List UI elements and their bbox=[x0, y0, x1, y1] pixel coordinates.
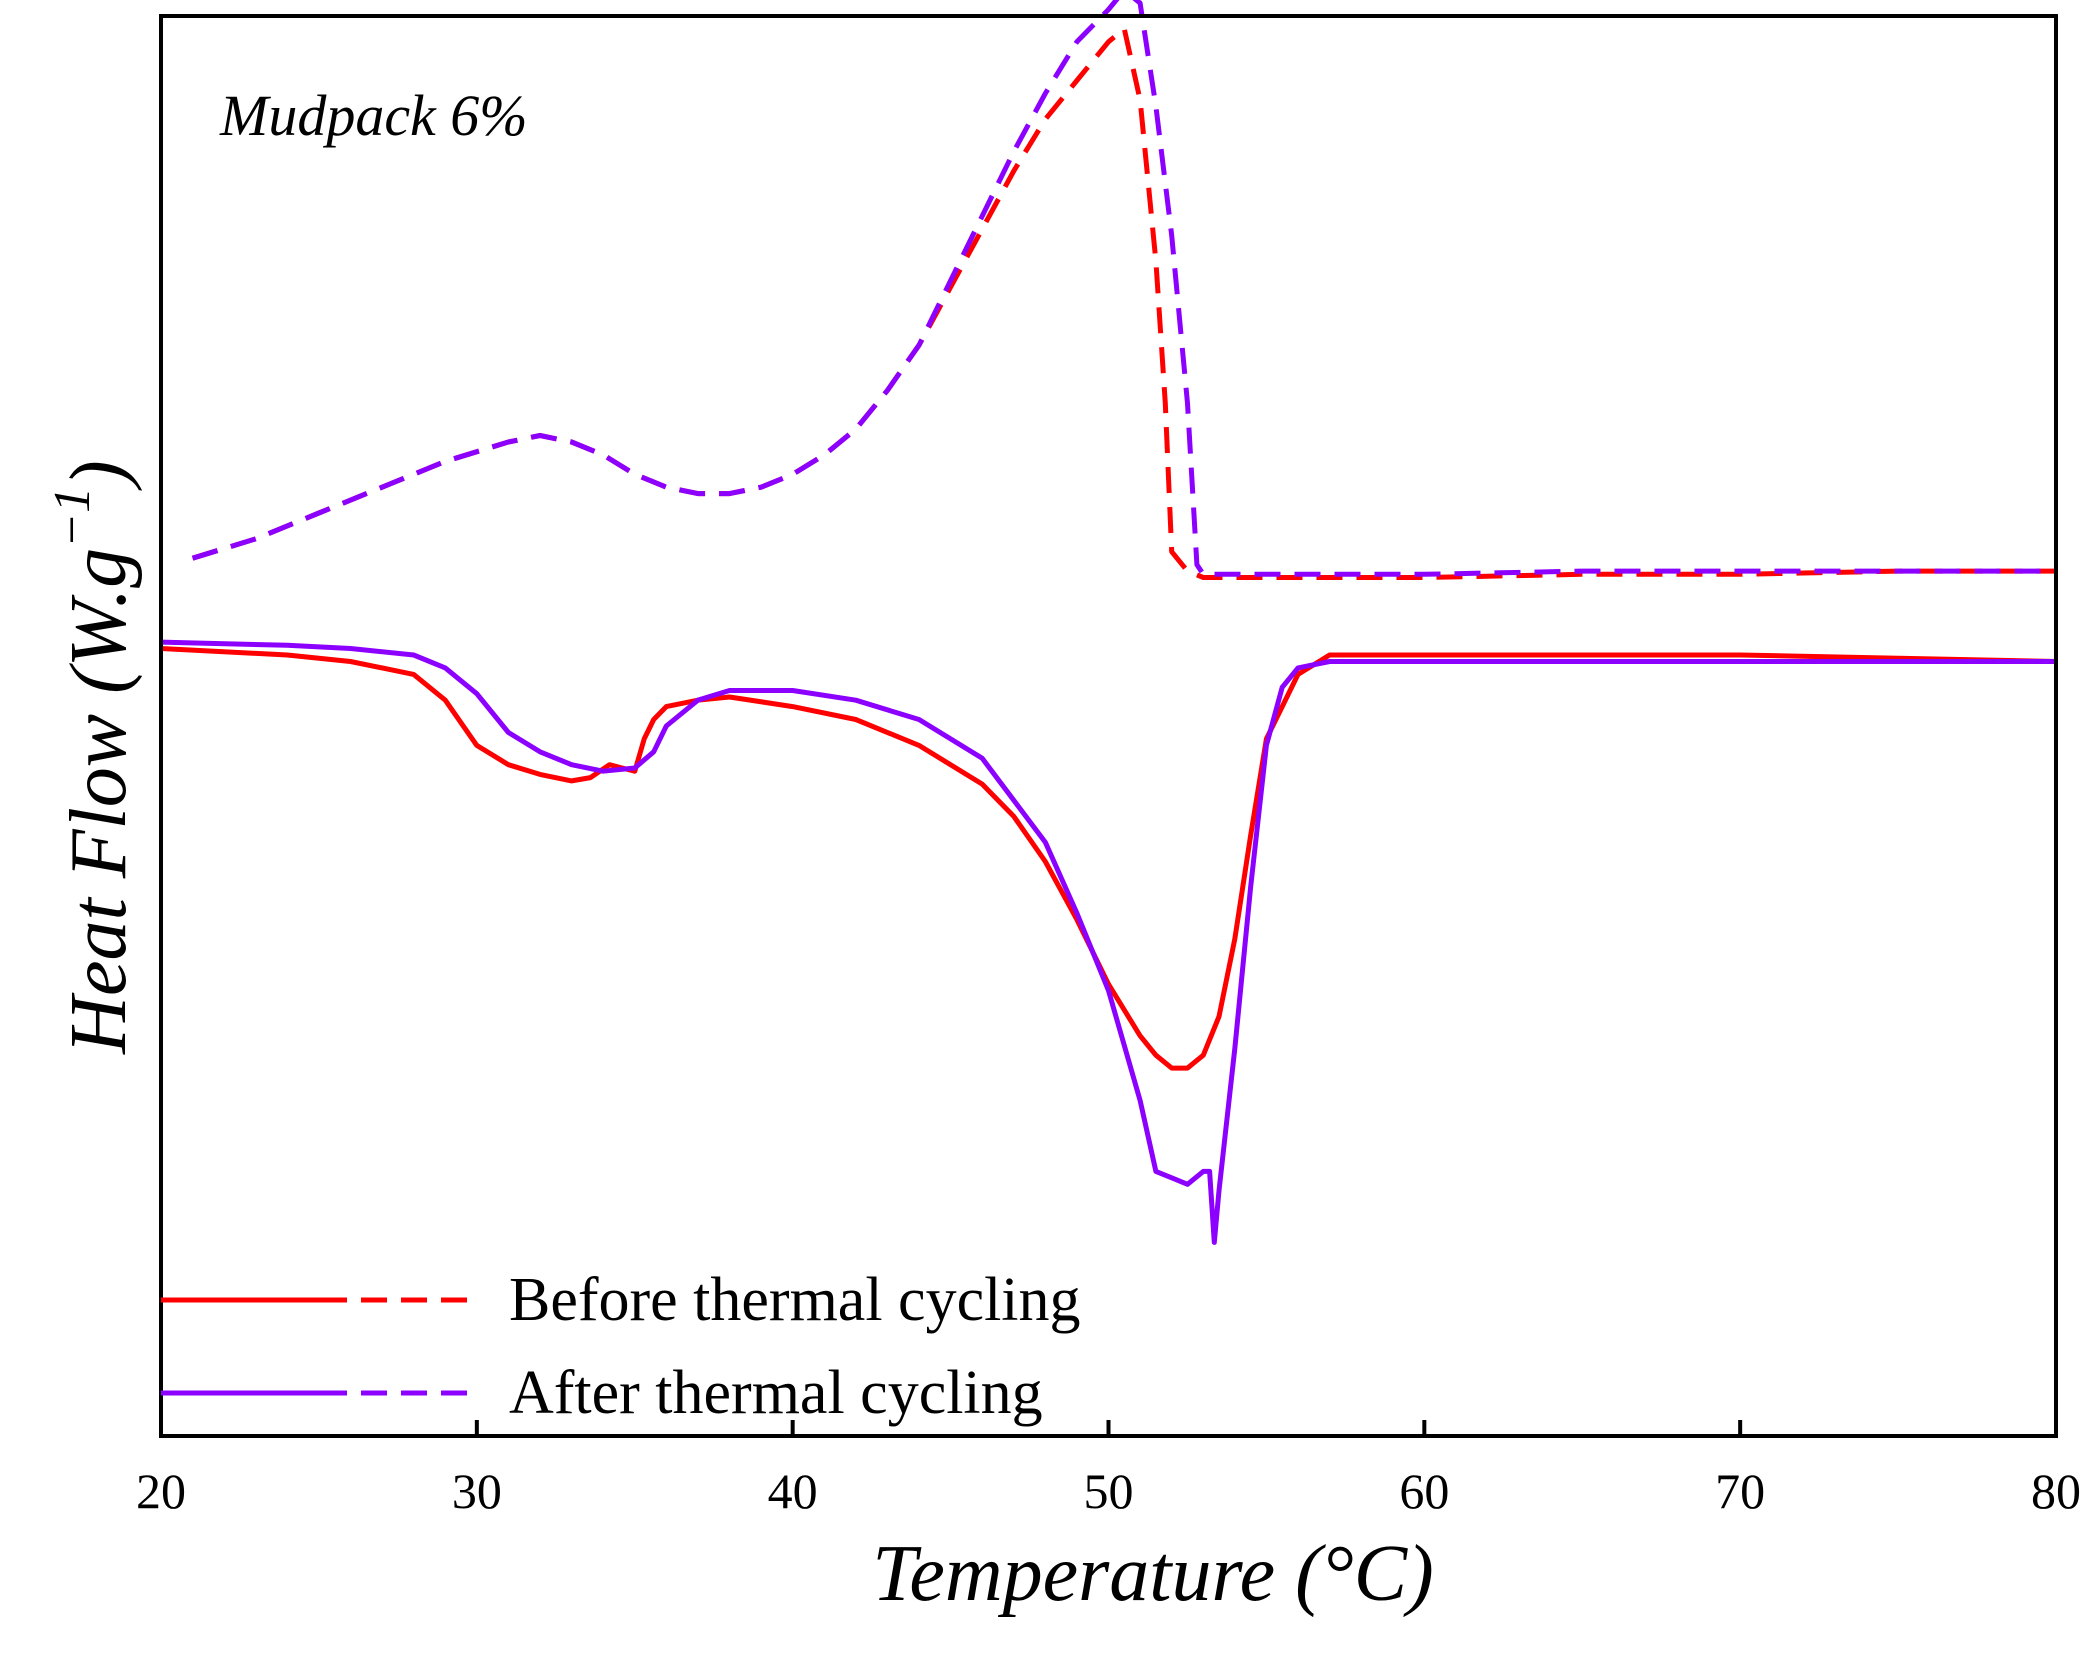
y-axis-title: Heat Flow (W.g−1) bbox=[44, 460, 143, 1055]
legend: Before thermal cycling After thermal cycl… bbox=[161, 1266, 1081, 1427]
y-axis-title-close: ) bbox=[55, 460, 143, 491]
chart-annotation: Mudpack 6% bbox=[219, 83, 528, 148]
svg-text:Heat Flow (W.g−1): Heat Flow (W.g−1) bbox=[44, 460, 143, 1055]
series-line-cooling-after bbox=[191, 0, 2056, 577]
x-tick-label: 20 bbox=[136, 1463, 186, 1519]
x-axis-title: Temperature (°C) bbox=[872, 1530, 1434, 1618]
y-axis-title-main: Heat Flow (W.g bbox=[55, 548, 143, 1055]
x-tick-label: 80 bbox=[2031, 1463, 2081, 1519]
legend-label: Before thermal cycling bbox=[509, 1266, 1081, 1334]
legend-label: After thermal cycling bbox=[509, 1359, 1043, 1427]
x-tick-label: 50 bbox=[1084, 1463, 1134, 1519]
x-tick-label: 30 bbox=[452, 1463, 502, 1519]
x-tick-label: 60 bbox=[1399, 1463, 1449, 1519]
series-layer bbox=[160, 0, 2057, 1245]
x-tick-label: 40 bbox=[768, 1463, 818, 1519]
series-line-heating-after bbox=[160, 639, 2056, 1245]
y-axis-title-exponent: −1 bbox=[44, 487, 101, 548]
x-tick-label: 70 bbox=[1715, 1463, 1765, 1519]
x-axis-ticks: 20 30 40 50 60 70 80 bbox=[136, 1420, 2081, 1519]
